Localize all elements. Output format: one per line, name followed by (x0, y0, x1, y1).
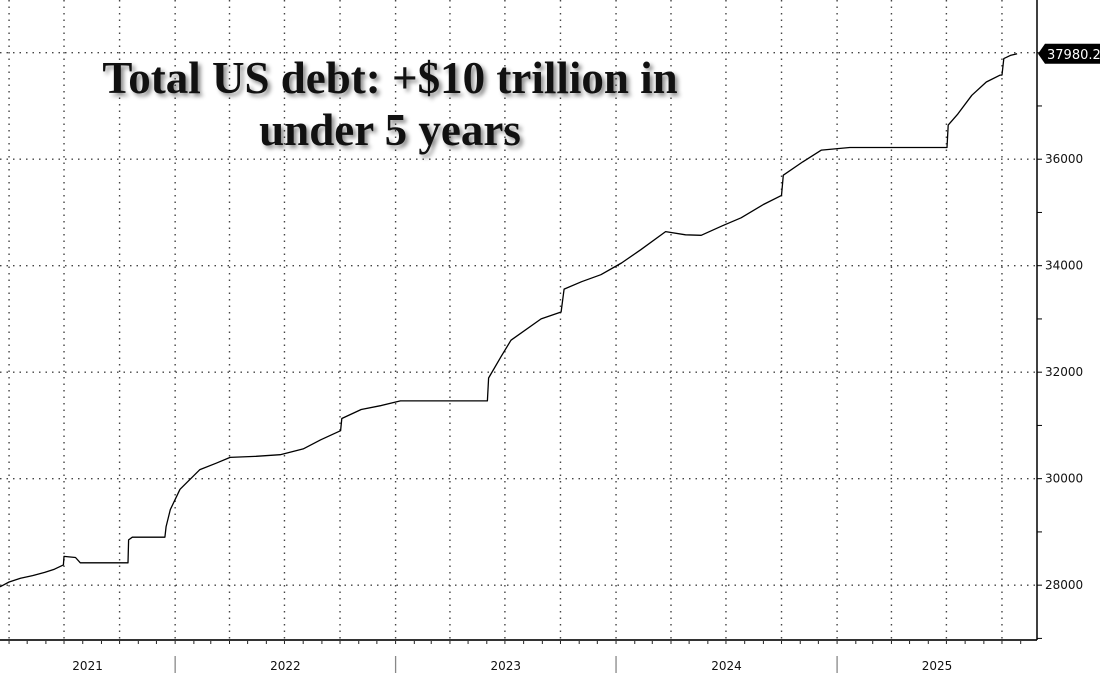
x-tick-label: 2023 (491, 659, 522, 673)
tick-labels: 2021 2022 2023 2024 2025 28000 30000 32000 34000… (72, 152, 1083, 673)
y-tick-label: 34000 (1045, 259, 1083, 273)
y-tick-label: 36000 (1045, 152, 1083, 166)
y-tick-label: 28000 (1045, 578, 1083, 592)
y-tick-label: 32000 (1045, 365, 1083, 379)
x-tick-label: 2024 (711, 659, 742, 673)
x-tick-label: 2021 (72, 659, 103, 673)
grid (0, 0, 1037, 640)
x-tick-label: 2025 (922, 659, 953, 673)
last-value-label: 37980.27 (1047, 48, 1100, 63)
y-tick-label: 30000 (1045, 472, 1083, 486)
axes (0, 0, 1042, 673)
chart-title: Total US debt: +$10 trillion in under 5 … (102, 53, 678, 155)
last-value-box (1038, 43, 1100, 64)
series-line (0, 53, 1018, 588)
last-value-marker: 37980.27 (1038, 43, 1100, 64)
x-tick-label: 2022 (270, 659, 301, 673)
